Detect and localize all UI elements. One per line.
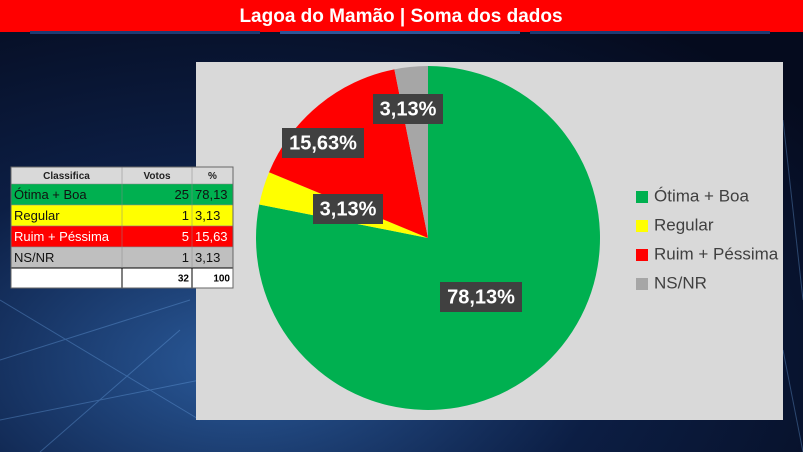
data-label: 3,13% [380,98,437,120]
table-frame [10,166,234,289]
legend: Ótima + Boa Regular Ruim + Péssima NS/NR [636,186,779,292]
legend-swatch [636,191,648,203]
table-cell: 1 [182,208,189,223]
legend-swatch [636,220,648,232]
data-label-box [373,94,443,124]
table-cell: 78,13 [195,187,228,202]
table-cell: Ruim + Péssima [14,229,110,244]
legend-label: Ruim + Péssima [654,244,779,263]
data-label: 78,13% [447,286,515,308]
table-cell: 5 [182,229,189,244]
table-header: Classifica [43,171,90,182]
legend-label: NS/NR [654,273,707,292]
table-total: 100 [213,274,230,285]
table: Classifica Votos % Ótima + Boa 25 78,13 Regula… [10,166,234,289]
table-cell: 3,13 [195,208,220,223]
table-header: Votos [143,171,170,182]
data-label-box [440,282,522,312]
table-cell: Ótima + Boa [14,187,87,202]
table-cell: 1 [182,250,189,265]
decor-lines [0,119,803,452]
table-header: % [208,171,217,182]
title-underline [280,31,520,34]
legend-swatch [636,278,648,290]
legend-label: Ótima + Boa [654,186,750,205]
legend-swatch [636,249,648,261]
table-cell: NS/NR [14,250,54,265]
table-cell: 3,13 [195,250,220,265]
data-label-box [282,128,364,158]
pie: 78,13% 3,13% 15,63% 3,13% [256,66,600,410]
title-underline [30,31,260,34]
chart-title: Lagoa do Mamão | Soma dos dados [239,6,562,27]
table-cell: 25 [175,187,189,202]
data-label-box [313,194,383,224]
table-cell: Regular [14,208,60,223]
table-total: 32 [178,274,190,285]
table-cell: 15,63 [195,229,228,244]
data-label: 15,63% [289,132,357,154]
title-underline [530,31,770,34]
data-label: 3,13% [320,198,377,220]
title-bar [0,0,803,32]
legend-label: Regular [654,215,714,234]
